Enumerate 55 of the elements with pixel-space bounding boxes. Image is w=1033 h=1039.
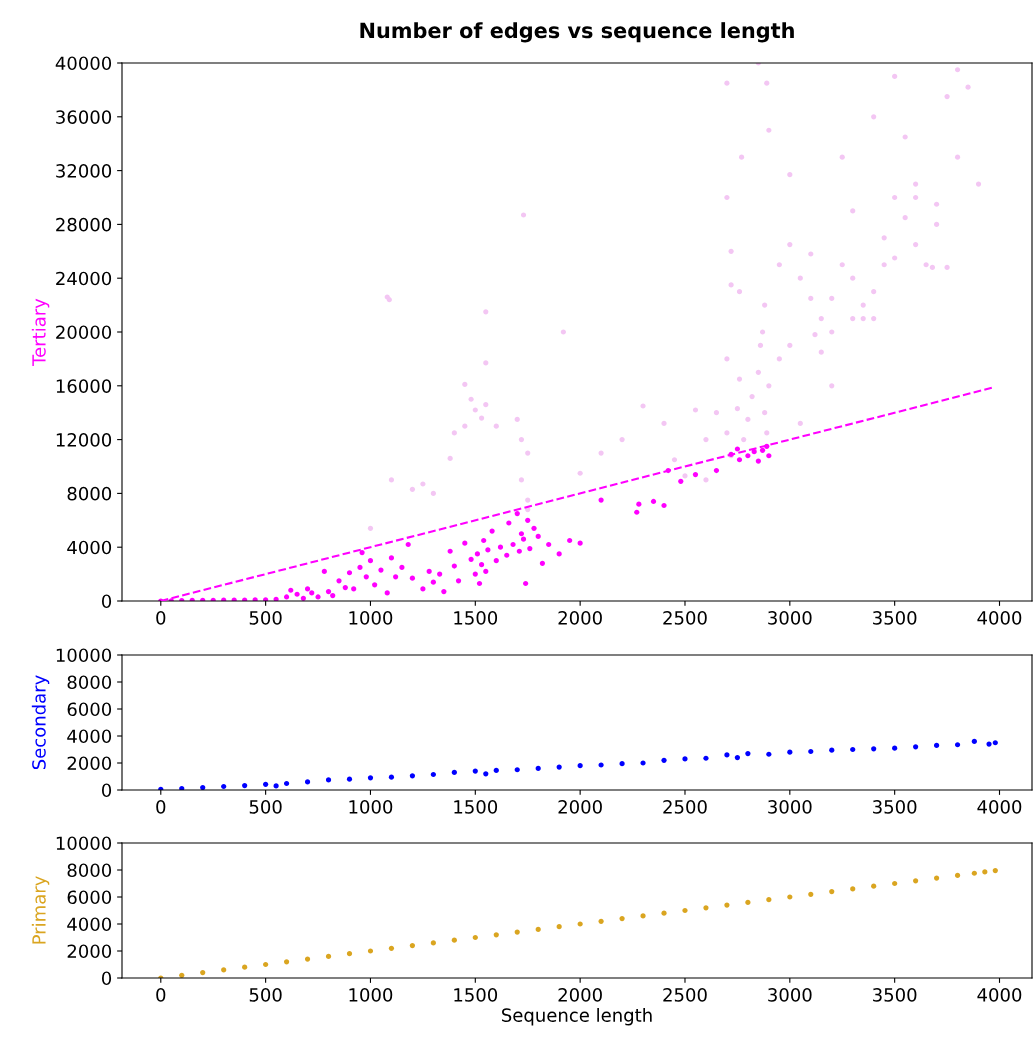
y-tick-label: 12000: [56, 433, 112, 447]
x-tick-label: 1500: [454, 611, 498, 625]
y-axis-title: Primary: [31, 876, 50, 944]
y-tick-label: 6000: [67, 890, 112, 905]
x-tick-label: 3000: [768, 611, 812, 625]
y-axis-title: Secondary: [31, 675, 50, 770]
x-tick-label: 2000: [558, 800, 602, 814]
x-tick-label: 1500: [454, 988, 498, 1002]
x-tick-label: 0: [156, 988, 166, 1002]
x-tick-label: 2500: [663, 800, 707, 814]
y-tick-label: 4000: [67, 917, 112, 932]
x-tick-label: 1500: [454, 800, 498, 814]
y-tick-label: 20000: [56, 325, 112, 340]
x-axis-title: Sequence length: [502, 1007, 652, 1026]
x-tick-label: 2500: [663, 611, 707, 625]
y-tick-label: 10000: [56, 836, 112, 851]
y-tick-label: 8000: [67, 863, 112, 878]
x-tick-label: 4000: [977, 988, 1022, 1002]
x-tick-label: 4000: [977, 800, 1022, 814]
y-tick-label: 2000: [67, 756, 112, 771]
x-tick-label: 4000: [977, 611, 1022, 625]
chart-title: Number of edges vs sequence length: [360, 22, 794, 43]
y-tick-label: 6000: [67, 702, 112, 717]
x-tick-label: 3500: [873, 611, 917, 625]
x-tick-label: 2000: [558, 611, 602, 625]
x-tick-label: 3000: [768, 800, 812, 814]
x-tick-label: 1000: [349, 988, 393, 1002]
x-tick-label: 1000: [349, 800, 393, 814]
y-tick-label: 8000: [67, 675, 112, 690]
y-tick-label: 40000: [55, 56, 112, 71]
y-tick-label: 36000: [56, 110, 112, 124]
x-tick-label: 0: [156, 800, 166, 814]
x-tick-label: 500: [249, 988, 282, 1002]
y-axis-title: Tertiary: [31, 298, 50, 366]
y-tick-label: 4000: [67, 540, 112, 555]
y-tick-label: 32000: [56, 164, 112, 178]
y-tick-label: 0: [101, 594, 112, 609]
x-tick-label: 500: [249, 611, 282, 625]
y-tick-label: 16000: [56, 379, 112, 393]
x-tick-label: 0: [156, 611, 166, 625]
x-tick-label: 500: [249, 800, 282, 814]
y-tick-label: 0: [101, 971, 112, 986]
y-tick-label: 10000: [56, 648, 112, 663]
x-tick-label: 3000: [768, 988, 812, 1002]
y-tick-label: 24000: [56, 271, 112, 286]
x-tick-label: 2500: [663, 988, 707, 1002]
x-tick-label: 3500: [873, 988, 917, 1002]
y-tick-label: 0: [101, 783, 112, 798]
y-tick-label: 28000: [56, 217, 112, 232]
y-tick-label: 8000: [67, 486, 112, 501]
y-tick-label: 2000: [67, 944, 112, 959]
x-tick-label: 3500: [873, 800, 917, 814]
x-tick-label: 2000: [558, 988, 602, 1002]
x-tick-label: 1000: [349, 611, 393, 625]
y-tick-label: 4000: [67, 729, 112, 744]
